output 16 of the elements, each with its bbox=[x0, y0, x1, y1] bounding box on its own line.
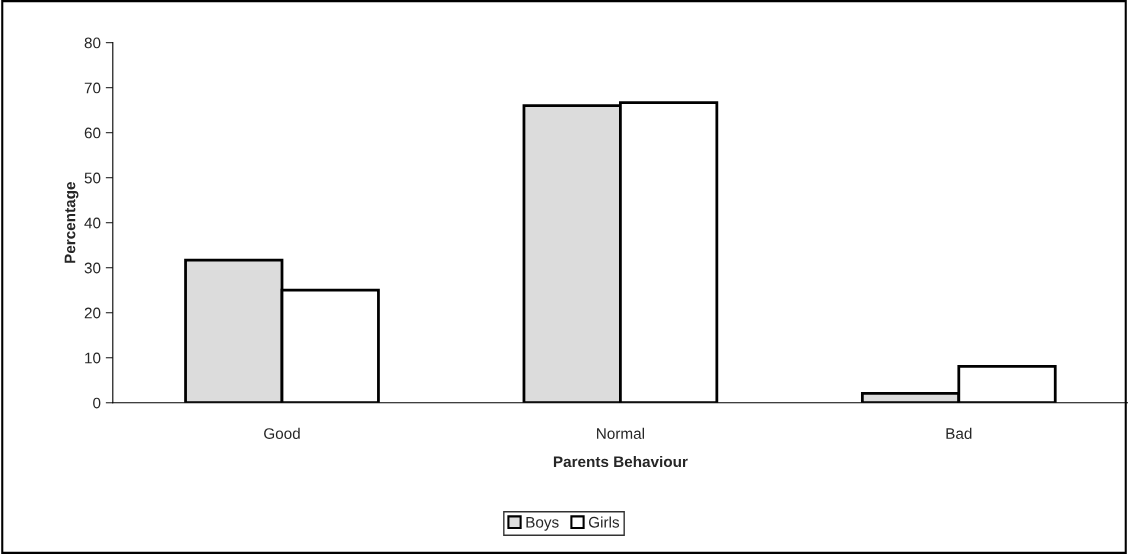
x-tick-label: Bad bbox=[946, 427, 972, 439]
x-tick-label: Good bbox=[264, 427, 300, 439]
y-tick-label: 20 bbox=[84, 307, 101, 319]
y-tick-label: 50 bbox=[84, 172, 101, 184]
x-tick-label: Normal bbox=[597, 427, 644, 439]
legend-label: Boys bbox=[526, 517, 559, 531]
y-tick-label: 80 bbox=[84, 37, 101, 49]
y-axis-title: Percentage bbox=[64, 182, 79, 263]
y-tick-label: 60 bbox=[84, 127, 101, 139]
y-tick-label: 0 bbox=[93, 397, 101, 409]
y-tick-label: 10 bbox=[85, 352, 101, 364]
y-tick-label: 70 bbox=[84, 82, 101, 94]
x-axis-title: Parents Behaviour bbox=[553, 455, 688, 468]
y-tick-label: 40 bbox=[84, 217, 101, 229]
y-tick-label: 30 bbox=[84, 262, 101, 274]
legend-label: Girls bbox=[588, 516, 620, 528]
